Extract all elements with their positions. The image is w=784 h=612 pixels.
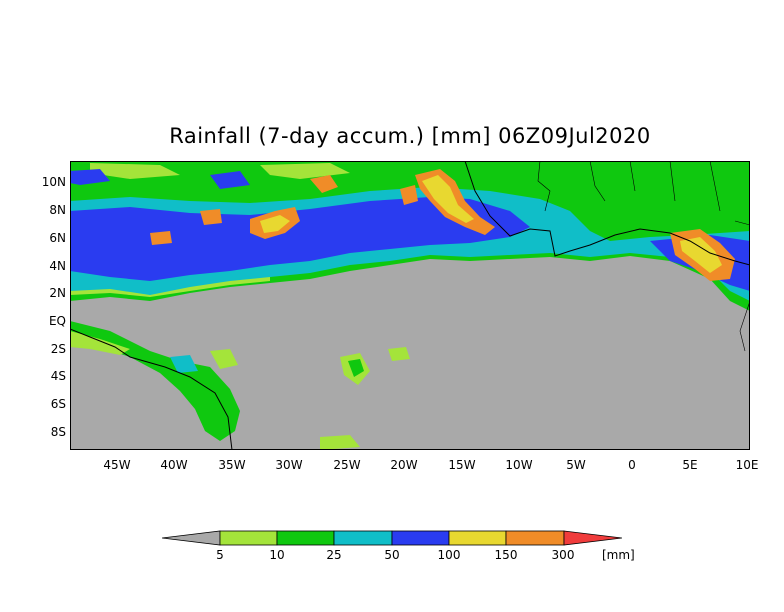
- colorbar-label: 50: [384, 548, 400, 562]
- lon-label: 45W: [103, 458, 131, 472]
- lat-label: EQ: [48, 314, 66, 328]
- lat-label: 2N: [49, 286, 66, 300]
- lat-label: 2S: [50, 342, 66, 356]
- colorbar-label: 5: [216, 548, 224, 562]
- colorbar-bin: [276, 530, 335, 546]
- map-title: Rainfall (7-day accum.) [mm] 06Z09Jul202…: [169, 124, 651, 148]
- colorbar-bin: [219, 530, 278, 546]
- lon-label: 20W: [390, 458, 418, 472]
- africa-coastline: [464, 161, 750, 266]
- lon-label: 15W: [448, 458, 476, 472]
- lon-label: 5E: [682, 458, 698, 472]
- lat-label: 10N: [41, 175, 66, 189]
- colorbar-bin: [448, 530, 507, 546]
- colorbar-label: 25: [326, 548, 342, 562]
- lon-label: 35W: [218, 458, 246, 472]
- colorbar-label: 100: [437, 548, 461, 562]
- colorbar-bin: [333, 530, 393, 546]
- lon-label: 25W: [333, 458, 361, 472]
- colorbar: [162, 530, 622, 546]
- colorbar-bin: [391, 530, 450, 546]
- lat-label: 8S: [50, 425, 66, 439]
- rain-band-blue: [70, 197, 530, 281]
- lat-label: 8N: [49, 203, 66, 217]
- south-america-coastline: [70, 328, 233, 450]
- colorbar-label: 150: [494, 548, 518, 562]
- lat-label: 4S: [50, 369, 66, 383]
- lon-label: 5W: [566, 458, 586, 472]
- lon-label: 40W: [160, 458, 188, 472]
- lon-label: 30W: [275, 458, 303, 472]
- lat-label: 6N: [49, 231, 66, 245]
- lat-label: 4N: [49, 259, 66, 273]
- colorbar-low-arrow: [162, 530, 221, 546]
- lon-label: 0: [628, 458, 636, 472]
- colorbar-high-arrow: [563, 530, 622, 546]
- lon-label: 10W: [505, 458, 533, 472]
- colorbar-bin: [505, 530, 565, 546]
- colorbar-label: 10: [269, 548, 285, 562]
- rainfall-map: [70, 161, 750, 450]
- colorbar-label: 300: [551, 548, 575, 562]
- lon-label: 10E: [735, 458, 759, 472]
- map-frame: [70, 161, 750, 450]
- lat-label: 6S: [50, 397, 66, 411]
- colorbar-unit: [mm]: [602, 548, 635, 562]
